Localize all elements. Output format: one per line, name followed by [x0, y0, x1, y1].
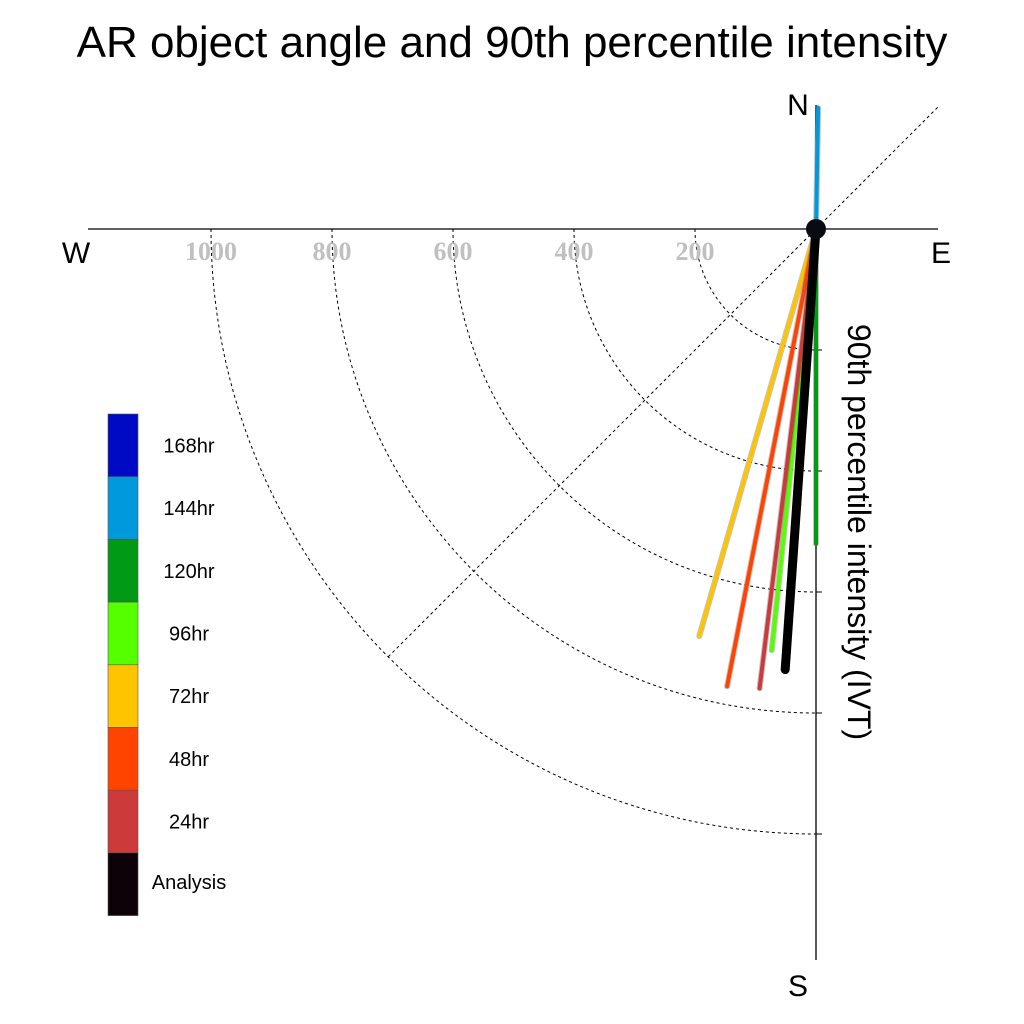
- vector-144hr: [814, 106, 821, 231]
- radial-tick-label-3: 800: [313, 237, 352, 266]
- legend-swatch-5: [107, 727, 139, 791]
- radial-tick-label-0: 200: [676, 237, 715, 266]
- vector-analysis: [780, 224, 821, 675]
- radial-tick-labels: 200 400 600 800 1000: [185, 237, 715, 266]
- compass-east: E: [931, 237, 951, 270]
- polar-grid: [210, 106, 939, 835]
- legend-swatch-0: [107, 413, 139, 478]
- compass-south: S: [788, 970, 808, 1003]
- legend-label-1: 144hr: [163, 498, 214, 520]
- radial-tick-label-2: 600: [434, 237, 473, 266]
- legend-label-0: 168hr: [163, 435, 214, 457]
- intensity-vectors: [696, 105, 822, 692]
- legend-label-4: 72hr: [169, 686, 209, 708]
- legend-label-2: 120hr: [163, 561, 214, 583]
- legend-label-3: 96hr: [169, 623, 209, 645]
- compass-north: N: [787, 89, 809, 122]
- vector-72hr: [697, 227, 818, 639]
- legend: 168hr 144hr 120hr 96hr 72hr 48hr 24hr Analysis: [107, 413, 226, 916]
- legend-swatch-1: [107, 476, 139, 540]
- legend-label-7: Analysis: [152, 872, 226, 894]
- legend-swatch-2: [107, 539, 139, 603]
- origin-marker: [806, 219, 826, 239]
- vector-48hr: [725, 227, 818, 689]
- legend-label-6: 24hr: [169, 812, 209, 834]
- legend-swatch-7: [107, 852, 139, 916]
- grid-ring-0: [694, 228, 817, 351]
- radial-tick-label-4: 1000: [185, 237, 237, 266]
- grid-ring-1: [573, 228, 817, 472]
- legend-swatch-3: [107, 601, 139, 666]
- legend-label-5: 48hr: [169, 749, 209, 771]
- radial-tick-label-1: 400: [555, 237, 594, 266]
- legend-swatch-6: [107, 789, 139, 854]
- compass-west: W: [62, 237, 91, 270]
- chart-title: AR object angle and 90th percentile inte…: [77, 18, 948, 67]
- legend-swatch-4: [107, 664, 139, 728]
- y-axis-label: 90th percentile intensity (IVT): [841, 324, 877, 740]
